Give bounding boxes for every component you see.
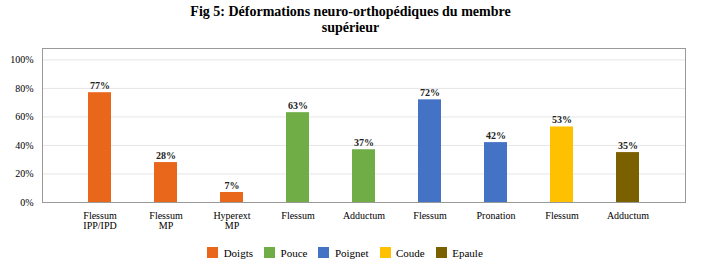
svg-text:FlessumIPP/IPD: FlessumIPP/IPD: [83, 210, 117, 231]
svg-text:77%: 77%: [90, 80, 110, 91]
svg-text:80%: 80%: [15, 83, 33, 94]
svg-text:42%: 42%: [486, 130, 506, 141]
svg-text:FlessumMP: FlessumMP: [149, 210, 183, 231]
svg-text:37%: 37%: [354, 137, 374, 148]
svg-text:28%: 28%: [156, 150, 176, 161]
svg-text:Flessum: Flessum: [545, 210, 579, 221]
svg-text:40%: 40%: [15, 140, 33, 151]
html-text:Fig 5: Déformations neuro-orth: Fig 5: Déformations neuro-orthopédiques …: [190, 4, 511, 35]
svg-text:53%: 53%: [552, 114, 572, 125]
svg-text:Pronation: Pronation: [477, 210, 516, 221]
html-text:Pouce: Pouce: [280, 246, 308, 259]
svg-text:HyperextMP: HyperextMP: [213, 210, 250, 231]
html-text:Poignet: Poignet: [334, 246, 369, 259]
svg-text:Flessum: Flessum: [413, 210, 447, 221]
svg-text:20%: 20%: [15, 168, 33, 179]
svg-text:7%: 7%: [225, 180, 240, 191]
svg-text:63%: 63%: [288, 100, 308, 111]
html-text:Doigts: Doigts: [223, 246, 253, 259]
svg-text:Adductum: Adductum: [607, 210, 649, 221]
svg-text:Adductum: Adductum: [343, 210, 385, 221]
svg-text:35%: 35%: [618, 140, 638, 151]
html-text:Coude: Coude: [396, 246, 425, 259]
svg-text:60%: 60%: [15, 111, 33, 122]
html-text:Epaule: Epaule: [452, 246, 483, 259]
svg-text:0%: 0%: [20, 197, 33, 208]
svg-text:100%: 100%: [10, 54, 33, 65]
svg-text:Flessum: Flessum: [281, 210, 315, 221]
svg-text:72%: 72%: [420, 87, 440, 98]
